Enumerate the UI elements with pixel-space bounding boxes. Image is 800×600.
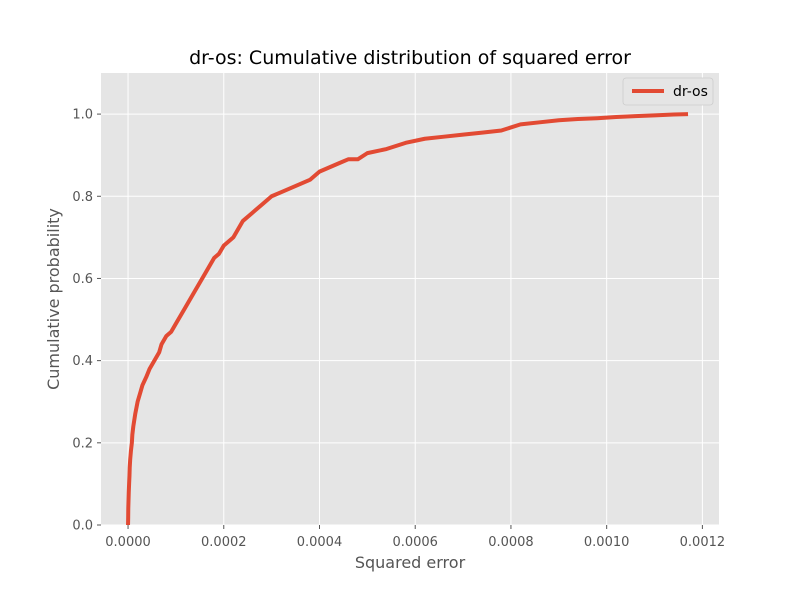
tick-labels: 0.0000 0.0002 0.0004 0.0006 0.0008 0.0010 0.00… bbox=[72, 108, 725, 550]
legend: dr-os bbox=[622, 77, 714, 106]
x-tick-label: 0.0008 bbox=[488, 535, 534, 550]
y-tick-label: 0.6 bbox=[72, 272, 93, 287]
plot-area bbox=[101, 73, 719, 525]
x-tick-label: 0.0006 bbox=[392, 535, 438, 550]
series-layer bbox=[126, 112, 689, 526]
y-tick-label: 0.2 bbox=[72, 436, 93, 451]
y-tick-label: 0.0 bbox=[72, 519, 93, 534]
y-tick-label: 0.8 bbox=[72, 190, 93, 205]
chart-title: dr-os: Cumulative distribution of square… bbox=[189, 47, 631, 69]
legend-label: dr-os bbox=[673, 84, 708, 100]
y-tick-label: 0.4 bbox=[72, 354, 93, 369]
y-tick-label: 1.0 bbox=[72, 108, 93, 123]
x-tick-label: 0.0010 bbox=[584, 535, 630, 550]
series-line-dr-os bbox=[126, 112, 689, 526]
y-axis-label: Cumulative probability bbox=[44, 208, 63, 390]
x-tick-label: 0.0012 bbox=[680, 535, 726, 550]
legend-box bbox=[622, 77, 714, 106]
x-tick-label: 0.0002 bbox=[201, 535, 247, 550]
grid bbox=[101, 73, 719, 526]
x-tick-label: 0.0004 bbox=[297, 535, 343, 550]
x-tick-label: 0.0000 bbox=[105, 535, 151, 550]
x-axis-label: Squared error bbox=[355, 553, 466, 572]
